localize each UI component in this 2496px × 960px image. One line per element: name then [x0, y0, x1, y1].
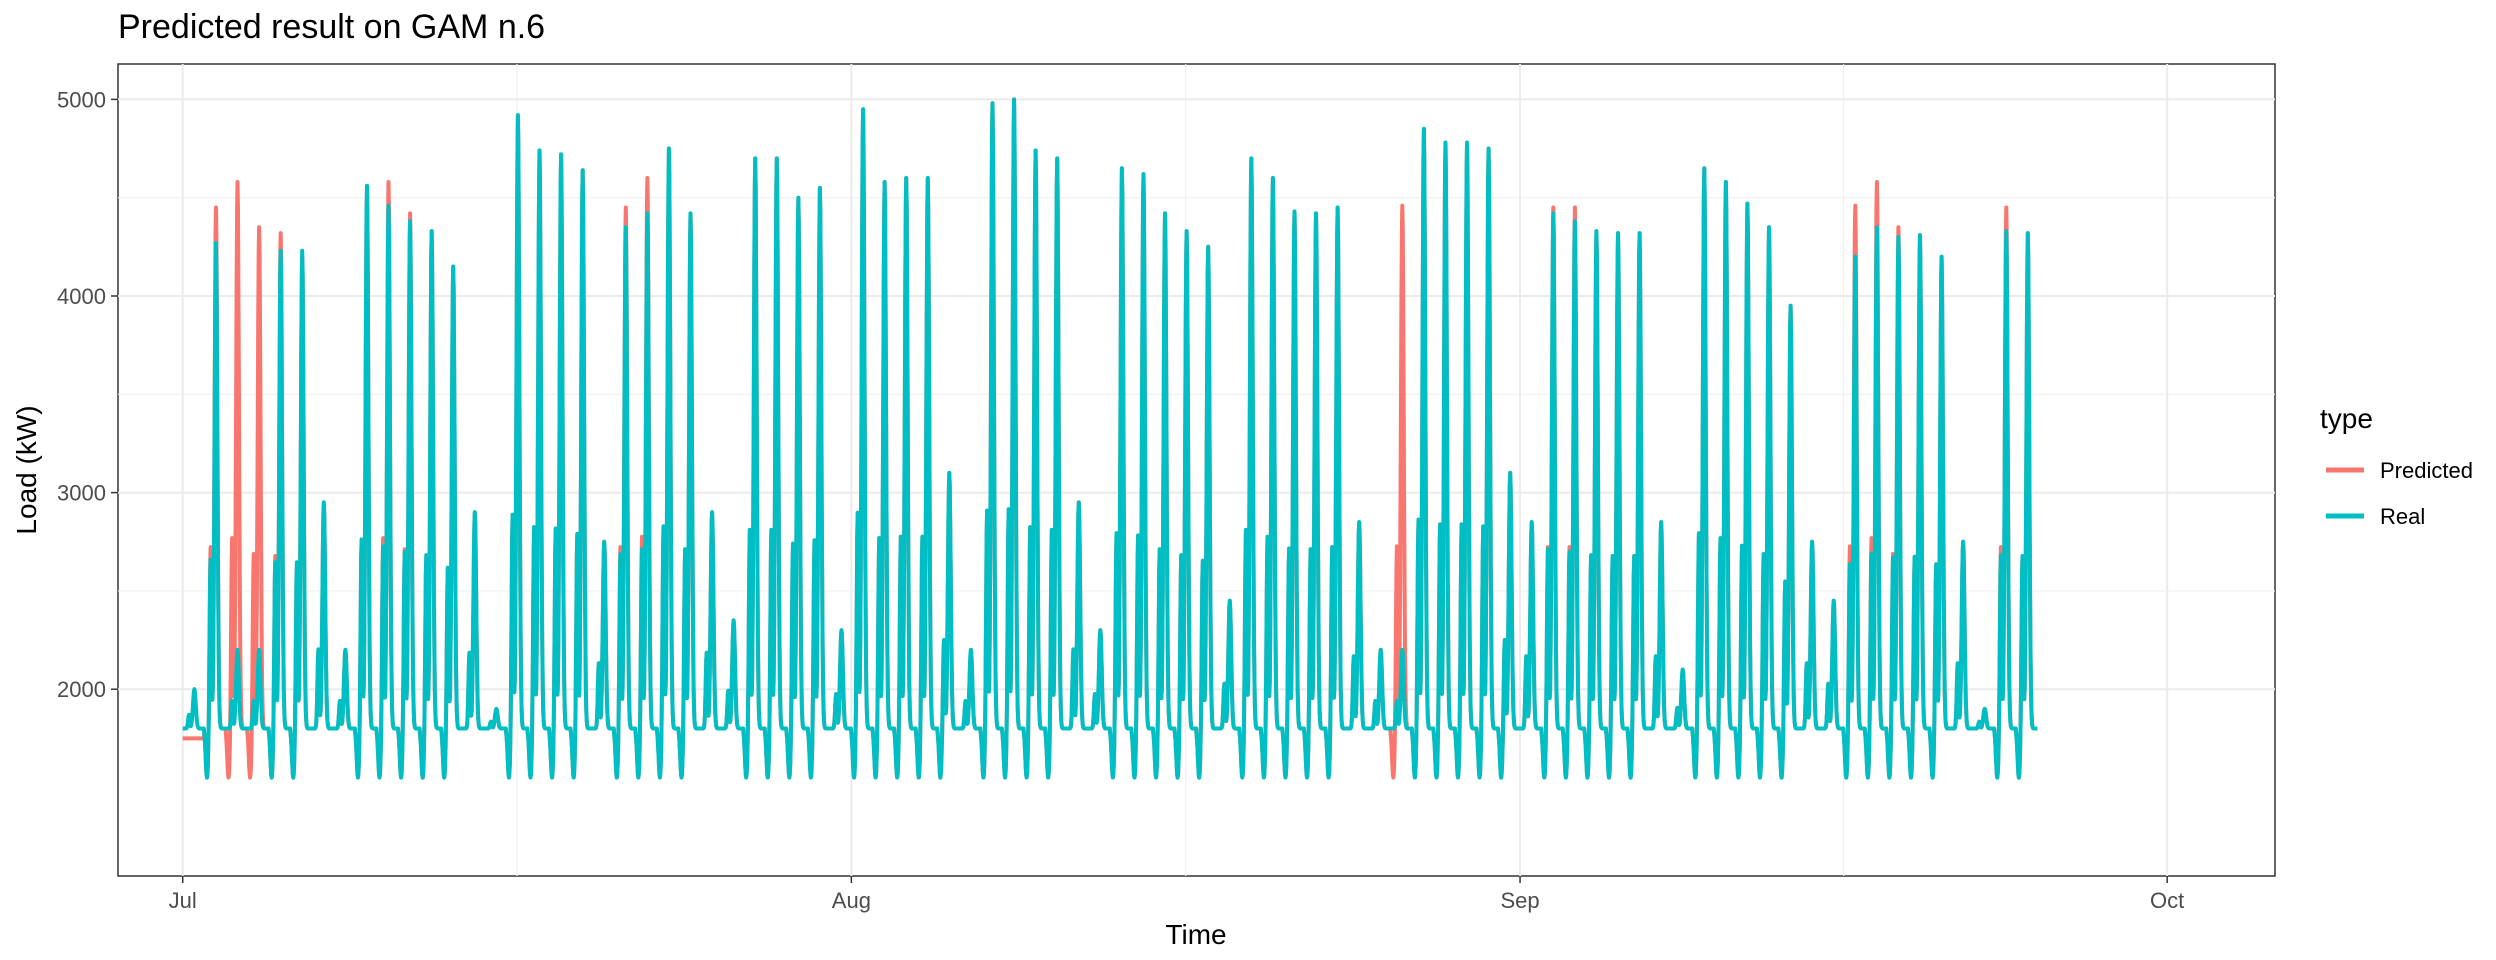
y-tick-label: 3000	[57, 481, 106, 506]
y-tick-label: 5000	[57, 87, 106, 112]
legend: type Predicted Real	[2320, 403, 2473, 529]
x-tick-label: Sep	[1500, 888, 1539, 913]
y-axis: 2000 3000 4000 5000	[57, 87, 118, 702]
chart-title: Predicted result on GAM n.6	[118, 8, 545, 46]
series-lines	[181, 97, 2039, 780]
x-axis: Jul Aug Sep Oct	[169, 876, 2184, 913]
series-line-real	[181, 97, 2039, 780]
x-axis-title: Time	[1165, 919, 1226, 950]
y-axis-title: Load (kW)	[11, 405, 42, 534]
y-tick-label: 2000	[57, 677, 106, 702]
grid-lines	[118, 64, 2275, 876]
legend-label-real: Real	[2380, 504, 2425, 529]
x-tick-label: Jul	[169, 888, 197, 913]
legend-label-predicted: Predicted	[2380, 458, 2473, 483]
y-tick-label: 4000	[57, 284, 106, 309]
x-tick-label: Aug	[832, 888, 871, 913]
x-tick-label: Oct	[2150, 888, 2184, 913]
legend-title: type	[2320, 403, 2373, 434]
